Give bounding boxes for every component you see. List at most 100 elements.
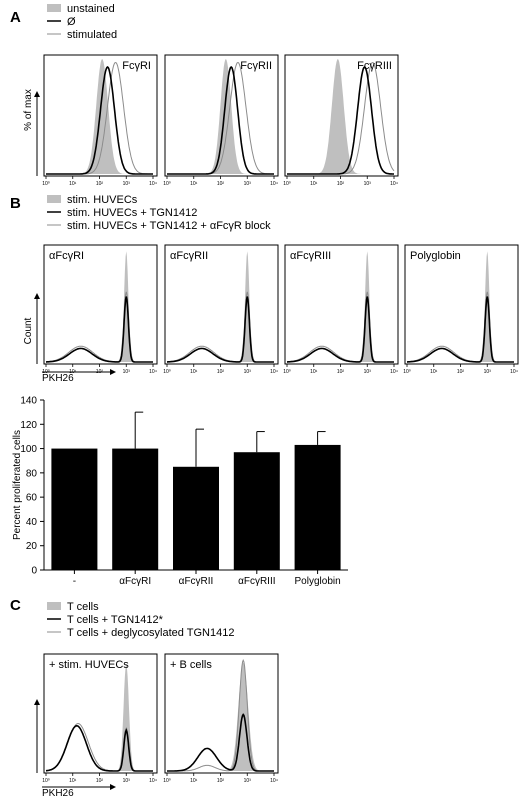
category-label: Polyglobin: [295, 576, 341, 587]
panel-c-y-arrow: [34, 699, 40, 773]
x-tick-label: 10⁴: [270, 369, 278, 375]
panel-label-b: B: [10, 195, 21, 212]
x-tick-label: 10⁰: [42, 369, 50, 375]
histogram-subplot: 10⁰ 10¹ 10² 10³ 10⁴ + B cells: [163, 653, 279, 784]
x-tick-label: 10⁴: [390, 369, 398, 375]
x-tick-label: 10¹: [190, 778, 198, 784]
histogram-subplot: 10⁰ 10¹ 10² 10³ 10⁴ FcγRI: [42, 54, 158, 187]
panel-b-histograms: 10⁰ 10¹ 10² 10³ 10⁴ αFcγRI 10⁰ 10¹ 10² 10³ 10⁴ αFcγ…: [42, 244, 519, 375]
x-tick-label: 10²: [217, 778, 225, 784]
x-tick-label: 10¹: [190, 181, 198, 187]
subplot-frame: [404, 244, 519, 365]
histogram-line-black: [167, 296, 274, 363]
x-tick-label: 10²: [217, 181, 225, 187]
panel-a-y-arrow: [34, 91, 40, 176]
legend-swatch-fill: [47, 195, 61, 203]
histogram-line-black: [46, 65, 153, 175]
legend-label: unstained: [67, 3, 115, 15]
y-tick-label: 80: [26, 468, 38, 479]
histogram-subplot: 10⁰ 10¹ 10² 10³ 10⁴ αFcγRI: [42, 244, 158, 375]
panel-c-xlabel: PKH26: [42, 788, 74, 799]
bar: [173, 466, 219, 570]
histogram-subplot: 10⁰ 10¹ 10² 10³ 10⁴ + stim. HUVECs: [42, 653, 158, 784]
panel-a-ylabel: % of max: [23, 89, 34, 131]
x-tick-label: 10¹: [310, 181, 318, 187]
x-tick-label: 10⁴: [149, 369, 157, 375]
x-tick-label: 10¹: [310, 369, 318, 375]
histogram-fill: [287, 59, 394, 174]
x-tick-label: 10³: [484, 369, 492, 375]
histogram-fill: [167, 251, 274, 362]
x-tick-label: 10⁴: [270, 181, 278, 187]
panel-a-histograms: 10⁰ 10¹ 10² 10³ 10⁴ FcγRI 10⁰ 10¹ 10² 10³ 10⁴ FcγRI…: [42, 54, 399, 187]
histogram-fill: [46, 251, 153, 362]
x-tick-label: 10⁰: [403, 369, 411, 375]
legend-label: stim. HUVECs + TGN1412 + αFcγR block: [67, 220, 271, 232]
legend-label: stimulated: [67, 29, 117, 41]
histogram-subplot: 10⁰ 10¹ 10² 10³ 10⁴ FcγRIII: [283, 54, 399, 187]
histogram-line-black: [287, 65, 394, 175]
legend-label: stim. HUVECs: [67, 194, 138, 206]
x-tick-label: 10⁰: [283, 181, 291, 187]
y-tick-label: 60: [26, 493, 38, 504]
x-tick-label: 10²: [96, 181, 104, 187]
x-tick-label: 10³: [123, 778, 131, 784]
histogram-fill: [46, 663, 153, 771]
x-tick-label: 10⁰: [163, 778, 171, 784]
histogram-fill: [287, 251, 394, 362]
x-tick-label: 10⁰: [42, 181, 50, 187]
x-tick-label: 10²: [337, 181, 345, 187]
x-tick-label: 10⁴: [510, 369, 518, 375]
x-tick-label: 10¹: [69, 369, 77, 375]
subplot-frame: [43, 653, 158, 774]
x-tick-label: 10¹: [190, 369, 198, 375]
x-tick-label: 10³: [364, 369, 372, 375]
histogram-subplot: 10⁰ 10¹ 10² 10³ 10⁴ Polyglobin: [403, 244, 519, 375]
x-tick-label: 10²: [96, 778, 104, 784]
histogram-line-black: [46, 296, 153, 363]
panel-b-y-arrow: [34, 293, 40, 364]
category-label: αFcγRI: [119, 576, 151, 587]
bar: [294, 444, 341, 570]
x-tick-label: 10¹: [430, 369, 438, 375]
x-tick-label: 10⁴: [270, 778, 278, 784]
histogram-line-black: [287, 296, 394, 363]
histogram-subplot: 10⁰ 10¹ 10² 10³ 10⁴ αFcγRIII: [283, 244, 399, 375]
legend-label: Ø: [67, 16, 76, 28]
x-tick-label: 10²: [457, 369, 465, 375]
subplot-title: + B cells: [170, 659, 212, 671]
x-tick-label: 10¹: [69, 181, 77, 187]
panel-b-xlabel: PKH26: [42, 373, 74, 384]
x-tick-label: 10⁰: [42, 778, 50, 784]
histogram-subplot: 10⁰ 10¹ 10² 10³ 10⁴ αFcγRII: [163, 244, 279, 375]
panel-b-x-arrow: [42, 369, 116, 375]
panel-c-x-arrow: [42, 784, 116, 790]
x-tick-label: 10³: [123, 181, 131, 187]
category-label: αFcγRII: [179, 576, 214, 587]
subplot-title: FcγRIII: [357, 60, 392, 72]
x-tick-label: 10⁴: [390, 181, 398, 187]
x-tick-label: 10³: [364, 181, 372, 187]
x-tick-label: 10⁴: [149, 778, 157, 784]
x-tick-label: 10⁴: [149, 181, 157, 187]
legend-label: stim. HUVECs + TGN1412: [67, 207, 197, 219]
y-tick-label: 120: [20, 420, 37, 431]
x-tick-label: 10³: [123, 369, 131, 375]
category-label: αFcγRIII: [238, 576, 275, 587]
x-tick-label: 10²: [96, 369, 104, 375]
subplot-title: FcγRI: [122, 60, 151, 72]
histogram-line-black: [167, 65, 274, 175]
y-tick-label: 20: [26, 541, 38, 552]
subplot-title: αFcγRIII: [290, 250, 331, 262]
histogram-line-black: [167, 713, 274, 772]
x-tick-label: 10⁰: [163, 369, 171, 375]
histogram-subplot: 10⁰ 10¹ 10² 10³ 10⁴ FcγRII: [163, 54, 279, 187]
panel-label-a: A: [10, 9, 21, 26]
legend-label: T cells + TGN1412*: [67, 614, 164, 626]
subplot-title: αFcγRI: [49, 250, 84, 262]
x-tick-label: 10²: [217, 369, 225, 375]
